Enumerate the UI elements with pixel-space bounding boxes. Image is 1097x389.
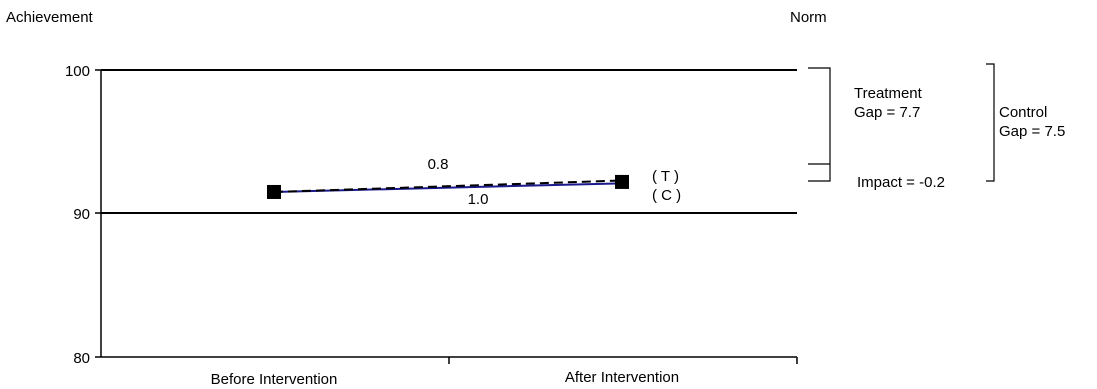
treatment-gap-bracket <box>808 67 831 165</box>
series-line-treatment <box>273 179 623 193</box>
treatment-gap-label-line1: Treatment <box>854 85 923 102</box>
y-axis-title: Achievement <box>6 9 94 26</box>
control-change-label: 1.0 <box>468 191 489 208</box>
series-label-treatment: ( T ) <box>652 168 679 185</box>
control-gap-label-line1: Control <box>999 104 1047 121</box>
y-tick-label-90: 90 <box>73 206 90 223</box>
control-gap-bracket <box>986 63 995 182</box>
impact-label: Impact = -0.2 <box>857 174 945 191</box>
y-tick-label-100: 100 <box>65 63 90 80</box>
treatment-change-label: 0.8 <box>428 156 449 173</box>
series-line-control <box>273 182 623 193</box>
data-point-after <box>615 174 629 189</box>
control-gap-label-line2: Gap = 7.5 <box>999 123 1065 140</box>
x-category-before: Before Intervention <box>211 371 338 388</box>
data-point-before <box>267 184 281 199</box>
x-category-after: After Intervention <box>565 369 679 386</box>
impact-bracket <box>808 164 831 182</box>
y-tick-label-80: 80 <box>73 350 90 367</box>
treatment-gap-label-line2: Gap = 7.7 <box>854 104 920 121</box>
series-label-control: ( C ) <box>652 187 681 204</box>
norm-title: Norm <box>790 9 827 26</box>
